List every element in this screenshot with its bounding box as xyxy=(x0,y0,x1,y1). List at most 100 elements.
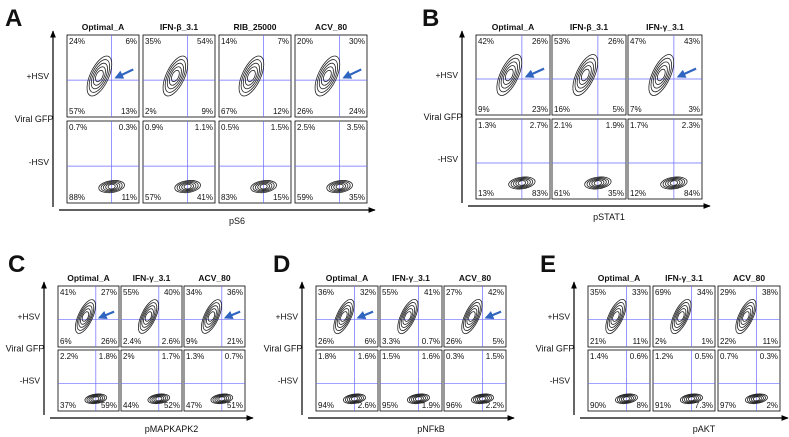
quadrant-percent: 2.5% xyxy=(297,123,315,132)
plot-frame xyxy=(587,349,651,412)
contour xyxy=(336,305,352,328)
quadrant-percent: 5% xyxy=(612,105,624,114)
row-label: +HSV xyxy=(436,70,459,80)
contour xyxy=(149,394,169,404)
quadrant-percent: 22% xyxy=(720,337,736,346)
contour xyxy=(502,65,516,85)
quadrant-percent: 9% xyxy=(201,107,213,116)
quadrant-percent: 57% xyxy=(145,193,161,202)
quadrant-percent: 1.9% xyxy=(606,121,624,130)
contour xyxy=(326,180,353,194)
quadrant-percent: 90% xyxy=(590,401,606,410)
contour xyxy=(677,311,685,322)
quadrant-percent: 0.9% xyxy=(145,123,163,132)
quadrant-percent: 11% xyxy=(122,193,137,202)
quadrant-percent: 0.3% xyxy=(119,123,137,132)
highlight-arrow xyxy=(97,310,115,320)
quadrant-percent: 2.6% xyxy=(358,401,376,410)
contour xyxy=(517,180,526,186)
quadrant-percent: 2.1% xyxy=(554,121,572,130)
plot-frame xyxy=(652,349,716,412)
quadrant-percent: 0.3% xyxy=(446,352,464,361)
contour xyxy=(151,394,167,403)
quadrant-percent: 0.3% xyxy=(760,352,778,361)
contour xyxy=(168,66,182,86)
contour xyxy=(338,308,350,325)
contour xyxy=(408,394,428,404)
quadrant-percent: 3.5% xyxy=(347,123,365,132)
quadrant-percent: 0.5% xyxy=(695,352,713,361)
quadrant-percent: 0.7% xyxy=(69,123,87,132)
contour xyxy=(74,299,96,334)
quadrant-percent: 1.5% xyxy=(271,123,289,132)
contour xyxy=(252,180,275,193)
quadrant-percent: 0.6% xyxy=(630,352,648,361)
quadrant-percent: 8% xyxy=(636,401,648,410)
column-label: ACV_80 xyxy=(198,273,230,283)
quadrant-percent: 61% xyxy=(554,189,570,198)
quadrant-percent: 1.8% xyxy=(318,352,336,361)
contour xyxy=(463,302,481,331)
x-axis-label: pNFkB xyxy=(417,424,445,434)
quadrant-percent: 13% xyxy=(478,189,494,198)
contour xyxy=(574,57,597,93)
x-axis-label: pSTAT1 xyxy=(593,212,625,222)
contour xyxy=(105,182,118,191)
quadrant-percent: 40% xyxy=(164,288,180,297)
quadrant-percent: 2.2% xyxy=(486,401,504,410)
x-axis-label: pS6 xyxy=(229,216,245,226)
contour xyxy=(259,183,268,190)
quadrant-percent: 35% xyxy=(590,288,606,297)
quadrant-percent: 35% xyxy=(145,37,161,46)
contour xyxy=(504,68,514,82)
contour xyxy=(513,178,531,188)
contour xyxy=(735,298,757,335)
quadrant-percent: 57% xyxy=(69,107,85,116)
contour xyxy=(181,182,194,191)
contour xyxy=(238,55,265,97)
x-axis-label: pMAPKAPK2 xyxy=(145,424,199,434)
plot-frame xyxy=(218,120,292,204)
column-label: ACV_80 xyxy=(733,273,765,283)
plot-frame xyxy=(57,349,120,412)
contour xyxy=(212,394,232,404)
contour xyxy=(314,55,341,97)
quadrant-percent: 6% xyxy=(60,337,72,346)
row-label: +HSV xyxy=(548,312,571,322)
contour xyxy=(572,54,599,96)
contour xyxy=(614,393,638,405)
quadrant-percent: 9% xyxy=(478,105,490,114)
column-label: Optimal_A xyxy=(598,273,641,283)
contour xyxy=(750,395,762,402)
contour xyxy=(250,180,277,194)
quadrant-percent: 7% xyxy=(277,37,289,46)
contour xyxy=(580,68,590,82)
contour xyxy=(88,59,111,93)
contour xyxy=(578,65,592,85)
column-label: RIB_25000 xyxy=(233,22,276,32)
column-label: IFN-γ_3.1 xyxy=(665,273,703,283)
quadrant-percent: 95% xyxy=(382,401,398,410)
quadrant-percent: 94% xyxy=(318,401,334,410)
contour xyxy=(328,180,351,193)
contour xyxy=(589,178,607,188)
plot-frame xyxy=(551,118,627,200)
panel-letter: A xyxy=(5,5,22,32)
contour xyxy=(685,395,697,402)
quadrant-percent: 35% xyxy=(349,193,365,202)
contour xyxy=(346,394,362,403)
contour xyxy=(200,299,222,334)
quadrant-percent: 26% xyxy=(532,37,548,46)
contour xyxy=(100,180,123,193)
contour xyxy=(656,68,666,82)
highlight-arrow xyxy=(223,310,241,320)
contour xyxy=(508,176,536,190)
contour xyxy=(139,302,158,331)
quadrant-percent: 1.7% xyxy=(162,352,180,361)
quadrant-percent: 2% xyxy=(655,337,667,346)
contour xyxy=(472,394,492,404)
highlight-arrow xyxy=(114,68,134,79)
quadrant-percent: 24% xyxy=(349,107,365,116)
contour xyxy=(176,180,199,193)
